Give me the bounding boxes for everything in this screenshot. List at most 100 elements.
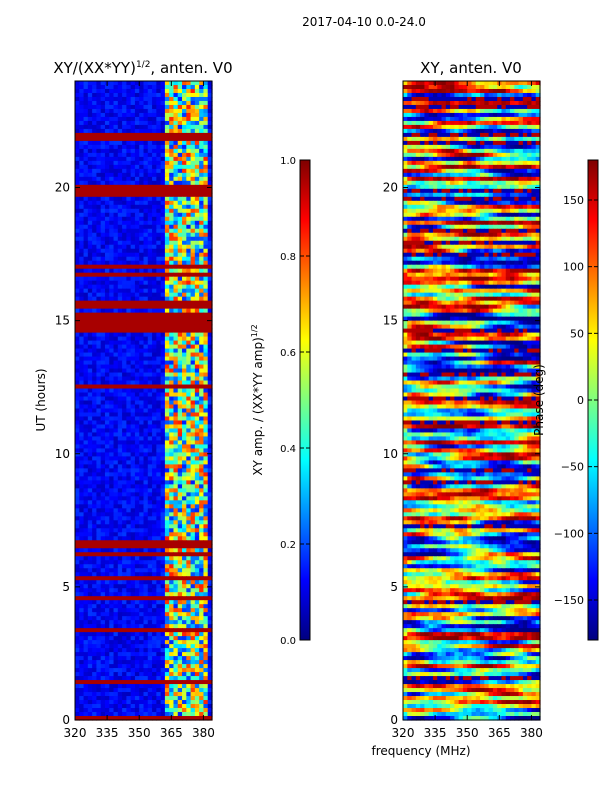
amplitude-cell [117, 652, 123, 657]
amplitude-cell [160, 432, 166, 438]
amplitude-cell [100, 236, 106, 242]
amplitude-cell [130, 500, 136, 505]
amplitude-cell [160, 100, 166, 106]
amplitude-cell [134, 688, 140, 693]
amplitude-cell [134, 128, 140, 134]
amplitude-cell [117, 636, 123, 641]
amplitude-cell [173, 520, 179, 525]
amplitude-cell [109, 592, 115, 597]
amplitude-cell [203, 356, 209, 362]
amplitude-cell [100, 652, 106, 657]
amplitude-cell [134, 124, 140, 130]
amplitude-cell [113, 568, 119, 573]
amplitude-cell [113, 480, 119, 485]
amplitude-cell [126, 88, 132, 94]
amplitude-cell [156, 592, 162, 597]
amplitude-cell [173, 596, 179, 601]
amplitude-cell [156, 81, 162, 86]
amplitude-cell [186, 500, 192, 505]
amplitude-cell [79, 580, 85, 585]
amplitude-cell [194, 688, 200, 693]
amplitude-cell [100, 452, 106, 458]
amplitude-cell [194, 512, 200, 517]
amplitude-cell [194, 280, 200, 286]
amplitude-cell [194, 604, 200, 609]
amplitude-cell [207, 680, 213, 685]
amplitude-cell [190, 548, 196, 553]
amplitude-cell [194, 444, 200, 450]
amplitude-cell [87, 120, 93, 126]
amplitude-cell [87, 256, 93, 262]
amplitude-cell [190, 292, 196, 298]
amplitude-cell [147, 192, 153, 198]
amplitude-cell [79, 364, 85, 370]
amplitude-cell [130, 356, 136, 362]
amplitude-cell [134, 260, 140, 266]
amplitude-cell [122, 200, 127, 206]
amplitude-cell [199, 376, 205, 382]
amplitude-cell [194, 388, 200, 394]
amplitude-cell [152, 528, 157, 533]
amplitude-cell [194, 580, 200, 585]
amplitude-cell [122, 408, 127, 414]
amplitude-cell [177, 688, 183, 693]
amplitude-cell [83, 252, 89, 258]
amplitude-cell [152, 192, 157, 198]
amplitude-cell [92, 152, 98, 158]
amplitude-cell [100, 412, 106, 418]
amplitude-cell [182, 688, 187, 693]
amplitude-cell [190, 108, 196, 114]
amplitude-cell [160, 456, 166, 461]
amplitude-cell [173, 108, 179, 114]
amplitude-cell [207, 612, 213, 617]
amplitude-cell [100, 172, 106, 178]
amplitude-cell [100, 480, 106, 485]
amplitude-cell [92, 100, 98, 106]
amplitude-cell [109, 344, 115, 350]
amplitude-cell [199, 624, 205, 629]
amplitude-cell [75, 144, 80, 150]
amplitude-cell [190, 672, 196, 677]
amplitude-cell [173, 152, 179, 158]
amplitude-cell [203, 304, 209, 310]
amplitude-cell [134, 284, 140, 290]
amplitude-cell [194, 120, 200, 126]
amplitude-cell [156, 384, 162, 390]
amplitude-cell [104, 648, 110, 653]
amplitude-cell [79, 160, 85, 166]
amplitude-cell [100, 216, 106, 222]
amplitude-cell [152, 248, 157, 254]
amplitude-cell [177, 544, 183, 549]
amplitude-cell [117, 684, 123, 689]
amplitude-cell [190, 424, 196, 430]
amplitude-cell [83, 380, 89, 386]
amplitude-cell [203, 244, 209, 250]
amplitude-cell [117, 140, 123, 146]
amplitude-cell [113, 592, 119, 597]
amplitude-cell [96, 272, 102, 278]
amplitude-cell [169, 620, 175, 625]
amplitude-cell [109, 620, 115, 625]
amplitude-cell [92, 652, 98, 657]
amplitude-cell [113, 200, 119, 206]
amplitude-cell [169, 344, 175, 350]
amplitude-cell [134, 592, 140, 597]
amplitude-cell [194, 184, 200, 190]
amplitude-cell [96, 332, 102, 338]
amplitude-cell [182, 276, 187, 282]
amplitude-cell [194, 632, 200, 637]
amplitude-cell [190, 484, 196, 489]
amplitude-cell [147, 112, 153, 118]
amplitude-cell [96, 92, 102, 98]
amplitude-cell [177, 584, 183, 589]
amplitude-cell [156, 624, 162, 629]
amplitude-cell [134, 324, 140, 330]
amplitude-cell [122, 652, 127, 657]
amplitude-cell [117, 376, 123, 382]
amplitude-cell [199, 412, 205, 418]
amplitude-cell [203, 132, 209, 138]
amplitude-cell [134, 160, 140, 166]
amplitude-cell [87, 596, 93, 601]
amplitude-cell [87, 216, 93, 222]
amplitude-cell [156, 308, 162, 314]
